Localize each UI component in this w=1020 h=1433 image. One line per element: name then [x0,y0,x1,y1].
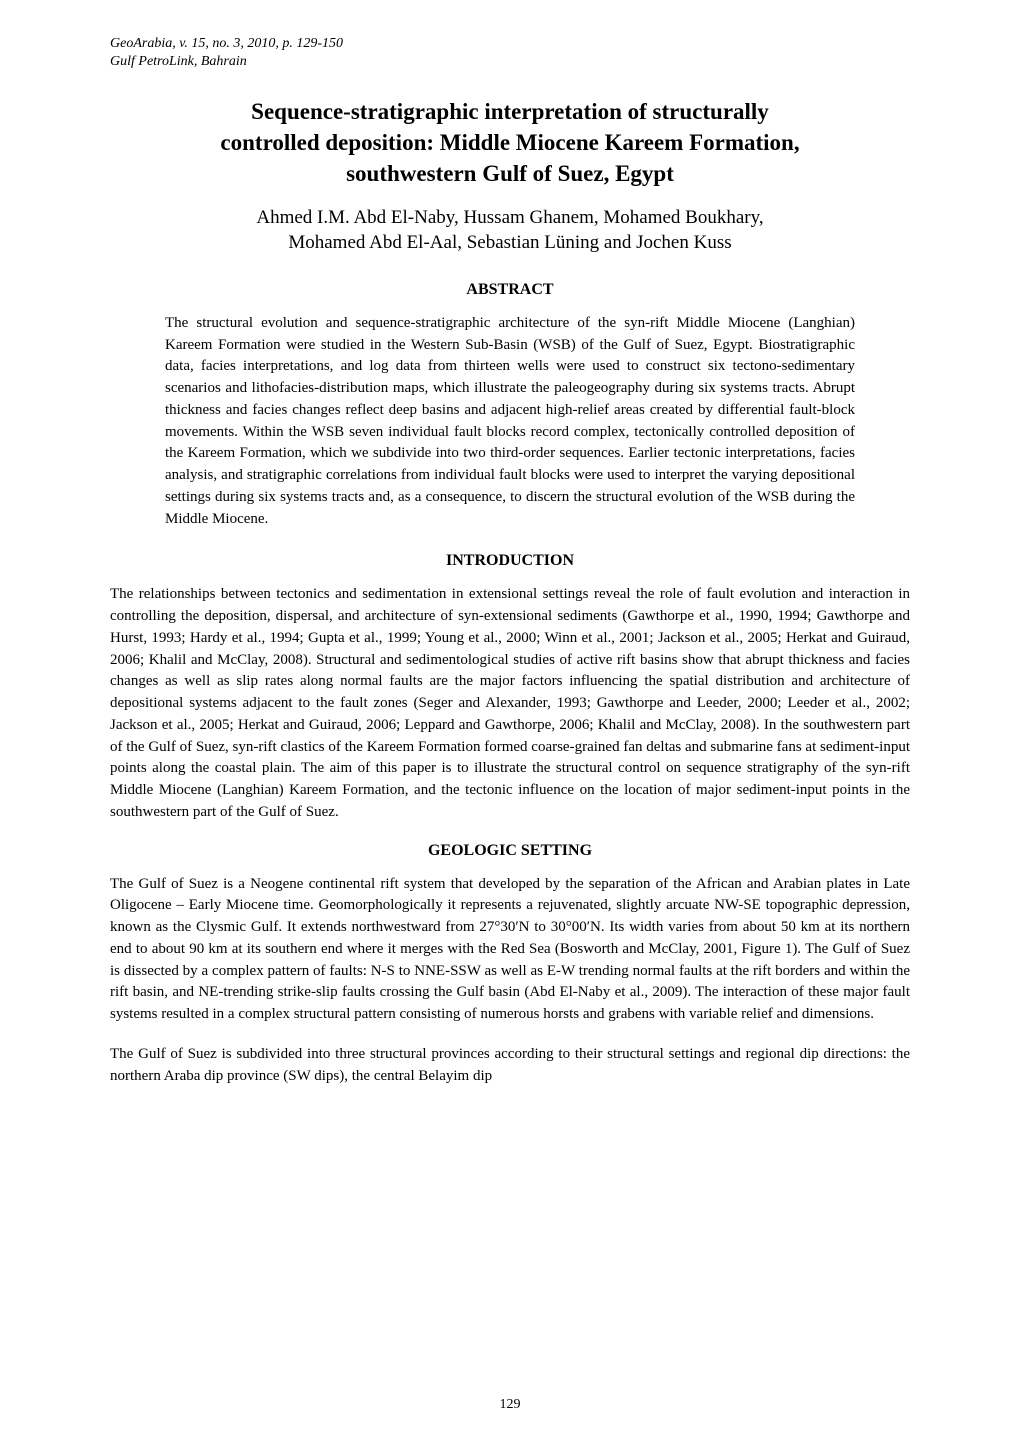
geologic-heading: GEOLOGIC SETTING [110,842,910,860]
article-title: Sequence-stratigraphic interpretation of… [110,96,910,189]
geologic-para-1: The Gulf of Suez is a Neogene continenta… [110,874,910,1026]
author-list: Ahmed I.M. Abd El-Naby, Hussam Ghanem, M… [110,205,910,256]
introduction-body: The relationships between tectonics and … [110,584,910,823]
authors-line-1: Ahmed I.M. Abd El-Naby, Hussam Ghanem, M… [110,205,910,231]
geologic-para-2: The Gulf of Suez is subdivided into thre… [110,1044,910,1088]
journal-citation: GeoArabia, v. 15, no. 3, 2010, p. 129-15… [110,35,910,53]
title-line-2: controlled deposition: Middle Miocene Ka… [110,127,910,158]
publisher-info: Gulf PetroLink, Bahrain [110,53,910,71]
abstract-heading: ABSTRACT [110,281,910,299]
introduction-heading: INTRODUCTION [110,552,910,570]
page-number: 129 [0,1397,1020,1413]
abstract-body: The structural evolution and sequence-st… [165,313,855,531]
title-line-1: Sequence-stratigraphic interpretation of… [110,96,910,127]
title-line-3: southwestern Gulf of Suez, Egypt [110,158,910,189]
journal-header: GeoArabia, v. 15, no. 3, 2010, p. 129-15… [110,35,910,71]
authors-line-2: Mohamed Abd El-Aal, Sebastian Lüning and… [110,230,910,256]
